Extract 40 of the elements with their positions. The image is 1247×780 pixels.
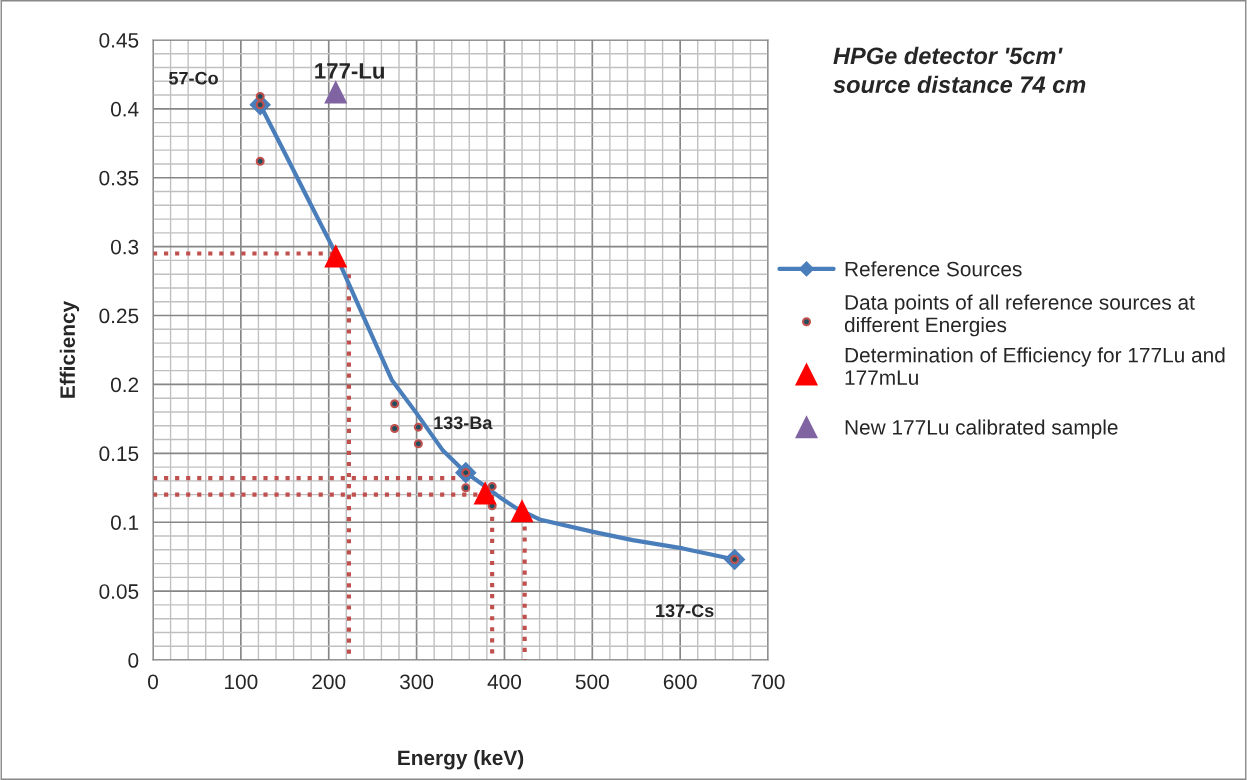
legend-label: New 177Lu calibrated sample xyxy=(845,419,1118,439)
annotation: 177-Lu xyxy=(315,63,384,79)
y-tick-label: 0 xyxy=(128,653,139,668)
y-tick-label: 0.2 xyxy=(110,377,139,393)
point xyxy=(255,156,265,166)
text: HPGe detector '5cm' source distance 74 cm xyxy=(833,46,1086,94)
y-tick-label: 0.45 xyxy=(99,32,139,48)
point xyxy=(413,439,423,449)
annotation: 133-Ba xyxy=(434,416,493,430)
point xyxy=(324,245,347,268)
x-axis-title: Energy (keV) xyxy=(398,749,524,770)
x-tick-label: 300 xyxy=(400,674,434,690)
y-axis-title: Efficiency xyxy=(59,300,80,398)
y-tick-label: 0.05 xyxy=(99,584,139,599)
x-tick-label: 100 xyxy=(225,674,258,690)
point xyxy=(390,399,400,409)
x-tick-label: 0 xyxy=(148,674,158,690)
legend-label: Determination of Efficiency for 177Lu and 177mLu xyxy=(845,347,1225,385)
y-tick-label: 0.3 xyxy=(110,239,139,255)
x-tick-label: 700 xyxy=(751,674,785,690)
point xyxy=(324,81,347,104)
point xyxy=(510,500,534,523)
y-tick-label: 0.4 xyxy=(110,101,139,117)
legend-label: Data points of all reference sources at different Energies xyxy=(844,294,1195,337)
point xyxy=(390,424,400,434)
point xyxy=(413,422,423,432)
y-tick-label: 0.15 xyxy=(99,446,139,462)
y-tick-label: 0.1 xyxy=(110,515,139,530)
y-tick-label: 0.35 xyxy=(99,170,139,186)
point xyxy=(461,483,471,493)
x-tick-label: 200 xyxy=(312,674,346,690)
legend-label: Reference Sources xyxy=(845,261,1022,277)
x-tick-label: 500 xyxy=(575,674,609,690)
annotation: 57-Co xyxy=(169,71,218,85)
x-tick-label: 400 xyxy=(487,674,522,690)
point xyxy=(474,482,497,505)
point xyxy=(255,91,265,101)
point xyxy=(487,481,497,491)
y-tick-label: 0.25 xyxy=(99,308,139,324)
x-tick-label: 600 xyxy=(663,674,697,690)
